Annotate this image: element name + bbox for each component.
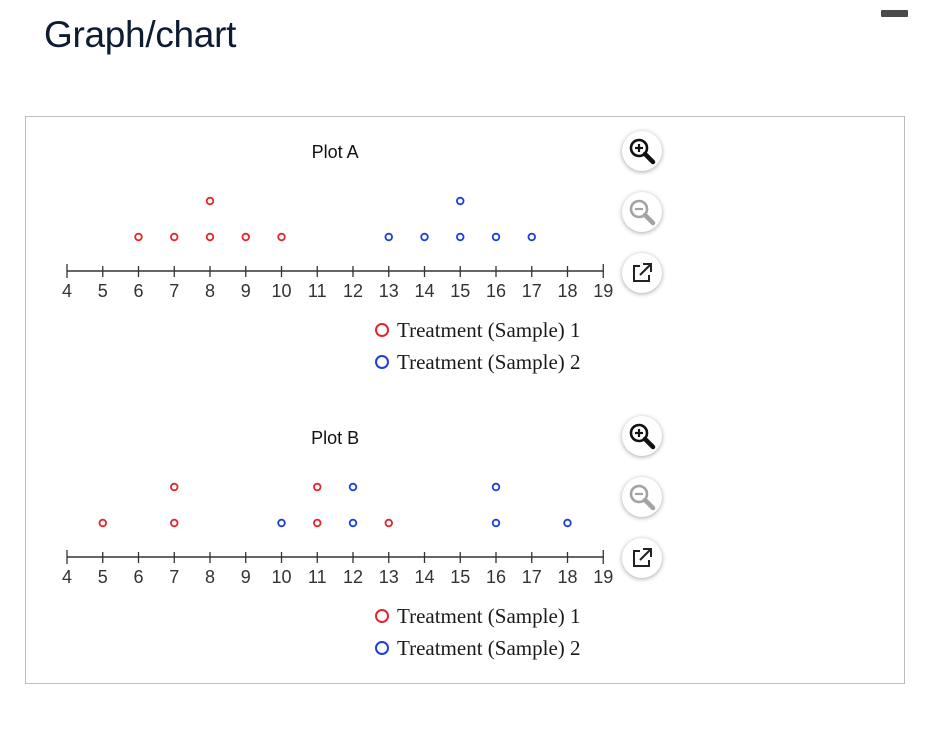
legend-label-sample-1: Treatment (Sample) 1 bbox=[397, 317, 581, 342]
x-tick-label: 10 bbox=[271, 281, 291, 301]
zoom-in-icon bbox=[629, 138, 656, 165]
zoom-out-icon bbox=[629, 199, 656, 226]
sample-2-dot bbox=[384, 232, 393, 242]
x-tick-label: 16 bbox=[486, 567, 506, 587]
legend-label-sample-2: Treatment (Sample) 2 bbox=[397, 349, 581, 374]
x-tick-label: 19 bbox=[593, 567, 613, 587]
x-tick-label: 7 bbox=[169, 567, 179, 587]
zoom-in-button[interactable] bbox=[622, 131, 662, 171]
legend-label-sample-2: Treatment (Sample) 2 bbox=[397, 635, 581, 660]
x-tick-label: 5 bbox=[98, 281, 108, 301]
x-tick-label: 17 bbox=[522, 567, 542, 587]
open-external-icon bbox=[633, 263, 652, 282]
legend-plot-a: Treatment (Sample) 1 Treatment (Sample) … bbox=[372, 314, 581, 378]
legend-marker-sample-2 bbox=[375, 355, 389, 369]
x-tick-label: 9 bbox=[241, 567, 251, 587]
legend-plot-b: Treatment (Sample) 1 Treatment (Sample) … bbox=[372, 600, 581, 664]
sample-1-dot bbox=[134, 232, 143, 242]
x-tick-label: 18 bbox=[557, 281, 577, 301]
sample-1-dot bbox=[277, 232, 286, 242]
x-tick-label: 14 bbox=[414, 281, 434, 301]
sample-1-dot bbox=[205, 232, 215, 242]
sample-2-dot bbox=[348, 482, 358, 492]
sample-2-dot bbox=[348, 518, 358, 528]
legend-marker-sample-1 bbox=[375, 323, 389, 337]
open-external-button[interactable] bbox=[622, 253, 662, 293]
x-tick-label: 11 bbox=[308, 281, 327, 301]
sample-2-dot bbox=[420, 232, 429, 242]
legend-item-sample-2: Treatment (Sample) 2 bbox=[372, 346, 581, 378]
legend-marker-sample-2 bbox=[375, 641, 389, 655]
legend-marker-sample-1 bbox=[375, 609, 389, 623]
sample-2-dot bbox=[563, 518, 572, 528]
x-tick-label: 13 bbox=[379, 281, 399, 301]
x-tick-label: 15 bbox=[450, 281, 470, 301]
sample-2-dot bbox=[456, 232, 465, 242]
plot-title: Plot B bbox=[311, 428, 359, 448]
zoom-out-button[interactable] bbox=[622, 192, 662, 232]
x-tick-label: 7 bbox=[169, 281, 179, 301]
x-tick-label: 10 bbox=[271, 567, 291, 587]
sample-1-dot bbox=[170, 232, 179, 242]
x-tick-label: 4 bbox=[62, 567, 72, 587]
x-tick-label: 6 bbox=[133, 281, 143, 301]
x-tick-label: 5 bbox=[98, 567, 108, 587]
zoom-out-button[interactable] bbox=[622, 477, 662, 517]
sample-2-dot bbox=[491, 232, 501, 242]
sample-1-dot bbox=[313, 518, 322, 528]
x-tick-label: 19 bbox=[593, 281, 613, 301]
x-tick-label: 18 bbox=[557, 567, 577, 587]
x-tick-label: 9 bbox=[241, 281, 251, 301]
plot-title: Plot A bbox=[312, 142, 359, 162]
x-tick-label: 12 bbox=[343, 567, 363, 587]
x-tick-label: 17 bbox=[522, 281, 542, 301]
sample-1-dot bbox=[205, 196, 215, 206]
x-tick-label: 8 bbox=[205, 281, 215, 301]
sample-1-dot bbox=[170, 518, 179, 528]
zoom-in-button[interactable] bbox=[622, 416, 662, 456]
zoom-in-icon bbox=[629, 423, 656, 450]
legend-label-sample-1: Treatment (Sample) 1 bbox=[397, 603, 581, 628]
x-tick-label: 14 bbox=[414, 567, 434, 587]
x-tick-label: 12 bbox=[343, 281, 363, 301]
sample-1-dot bbox=[384, 518, 393, 528]
x-tick-label: 13 bbox=[379, 567, 399, 587]
open-external-icon bbox=[633, 548, 652, 567]
x-tick-label: 4 bbox=[62, 281, 72, 301]
x-tick-label: 16 bbox=[486, 281, 506, 301]
zoom-out-icon bbox=[629, 484, 656, 511]
sample-1-dot bbox=[98, 518, 107, 528]
minimize-icon[interactable] bbox=[881, 10, 908, 17]
sample-1-dot bbox=[170, 482, 179, 492]
plots-canvas: Plot A 4 5 6 7 8 9 10 11 12 13 14 15 16 17 18 19 Plot B 4 5… bbox=[60, 142, 615, 589]
x-tick-label: 6 bbox=[133, 567, 143, 587]
x-tick-label: 8 bbox=[205, 567, 215, 587]
sample-1-dot bbox=[241, 232, 250, 242]
sample-2-dot bbox=[277, 518, 286, 528]
legend-item-sample-1: Treatment (Sample) 1 bbox=[372, 314, 581, 346]
sample-1-dot bbox=[313, 482, 322, 492]
page-title: Graph/chart bbox=[44, 14, 237, 55]
sample-2-dot bbox=[456, 196, 465, 206]
sample-2-dot bbox=[491, 518, 501, 528]
legend-item-sample-1: Treatment (Sample) 1 bbox=[372, 600, 581, 632]
sample-2-dot bbox=[527, 232, 536, 242]
graph-container bbox=[25, 116, 905, 684]
sample-2-dot bbox=[491, 482, 501, 492]
x-tick-label: 15 bbox=[450, 567, 470, 587]
legend-item-sample-2: Treatment (Sample) 2 bbox=[372, 632, 581, 664]
open-external-button[interactable] bbox=[622, 538, 662, 578]
x-tick-label: 11 bbox=[308, 567, 327, 587]
